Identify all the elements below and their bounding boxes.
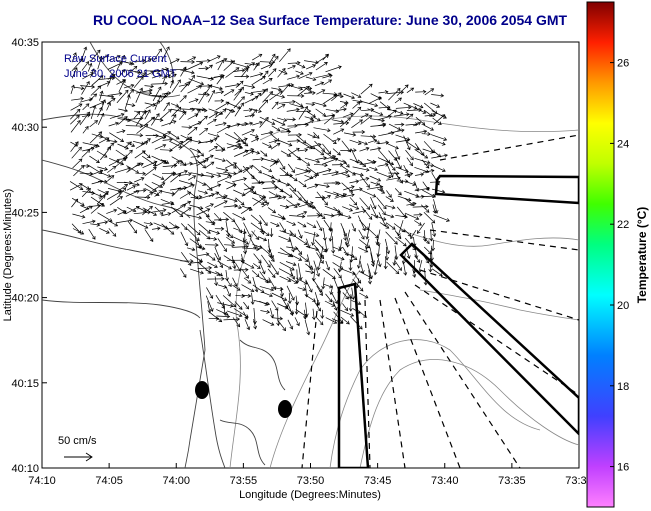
x-tick-label: 73:55	[230, 475, 258, 487]
x-tick-label: 73:35	[498, 475, 526, 487]
colorbar-tick-label: 26	[617, 58, 629, 70]
radar-coverage-lines	[301, 134, 579, 468]
scale-arrow	[64, 452, 93, 462]
station-marker	[195, 381, 209, 399]
colorbar-tick-label: 24	[617, 138, 629, 150]
colorbar	[586, 1, 615, 508]
x-tick-label: 74:05	[95, 475, 123, 487]
y-tick-label: 40:20	[11, 293, 39, 305]
station-marker	[278, 400, 292, 418]
map-title: RU COOL NOAA–12 Sea Surface Temperature:…	[92, 12, 568, 28]
y-tick-label: 40:35	[11, 37, 39, 49]
annotation-line2: June 30, 2006 21 GMT	[64, 68, 177, 80]
colorbar-label: Temperature (°C)	[635, 207, 649, 304]
x-tick-label: 74:10	[28, 475, 56, 487]
scale-label: 50 cm/s	[58, 435, 97, 447]
x-axis-ticks: 74:10 74:05 74:00 73:55 73:50 73:45 73:40 73:35…	[28, 463, 593, 487]
colorbar-tick-label: 18	[617, 381, 629, 393]
annotation-line1: Raw Surface Current	[64, 53, 167, 65]
x-tick-label: 73:50	[297, 475, 325, 487]
coastline	[42, 42, 286, 468]
y-tick-label: 40:15	[11, 378, 39, 390]
y-axis-label: Latitude (Degrees:Minutes)	[2, 189, 14, 322]
y-tick-label: 40:25	[11, 207, 39, 219]
colorbar-tick-label: 22	[617, 219, 629, 231]
x-tick-label: 73:45	[364, 475, 392, 487]
sector-boxes	[337, 174, 579, 468]
map-frame	[41, 41, 580, 469]
surface-current-vectors	[69, 46, 450, 336]
colorbar-tick-label: 20	[617, 300, 629, 312]
y-tick-label: 40:10	[11, 463, 39, 475]
x-tick-label: 73:40	[431, 475, 459, 487]
colorbar-ticks: 26 24 22 20 18 16	[610, 58, 629, 474]
y-axis-ticks: 40:35 40:30 40:25 40:20 40:15 40:10	[11, 37, 47, 475]
x-axis-label: Longitude (Degrees:Minutes)	[239, 489, 381, 501]
colorbar-tick-label: 16	[617, 462, 629, 474]
x-tick-label: 73:30	[565, 475, 593, 487]
x-tick-label: 74:00	[162, 475, 190, 487]
y-tick-label: 40:30	[11, 122, 39, 134]
